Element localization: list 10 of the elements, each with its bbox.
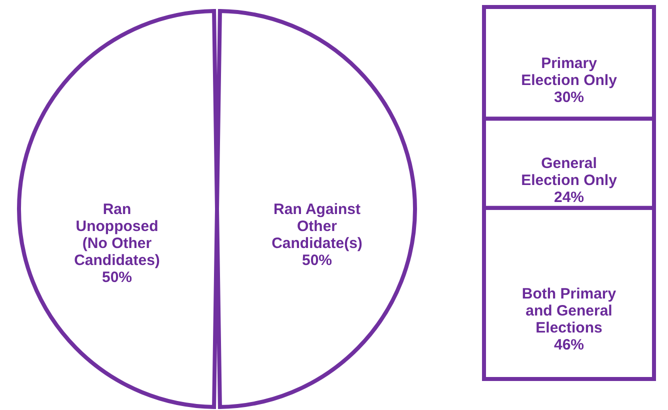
slice-label: Ran Against Other Candidate(s) (272, 201, 362, 252)
data-label: 30% (554, 88, 584, 106)
slice-label: Ran Unopposed (No Other Candidates) (74, 201, 160, 269)
series-label: Both Primary and General Elections (522, 285, 617, 336)
data-label: 24% (554, 189, 584, 206)
data-label: 46% (554, 336, 584, 354)
data-label: 50% (102, 269, 132, 286)
series-label: Primary Election Only (521, 54, 618, 89)
series-label: General Election Only (521, 155, 618, 190)
data-label: 50% (302, 252, 332, 269)
